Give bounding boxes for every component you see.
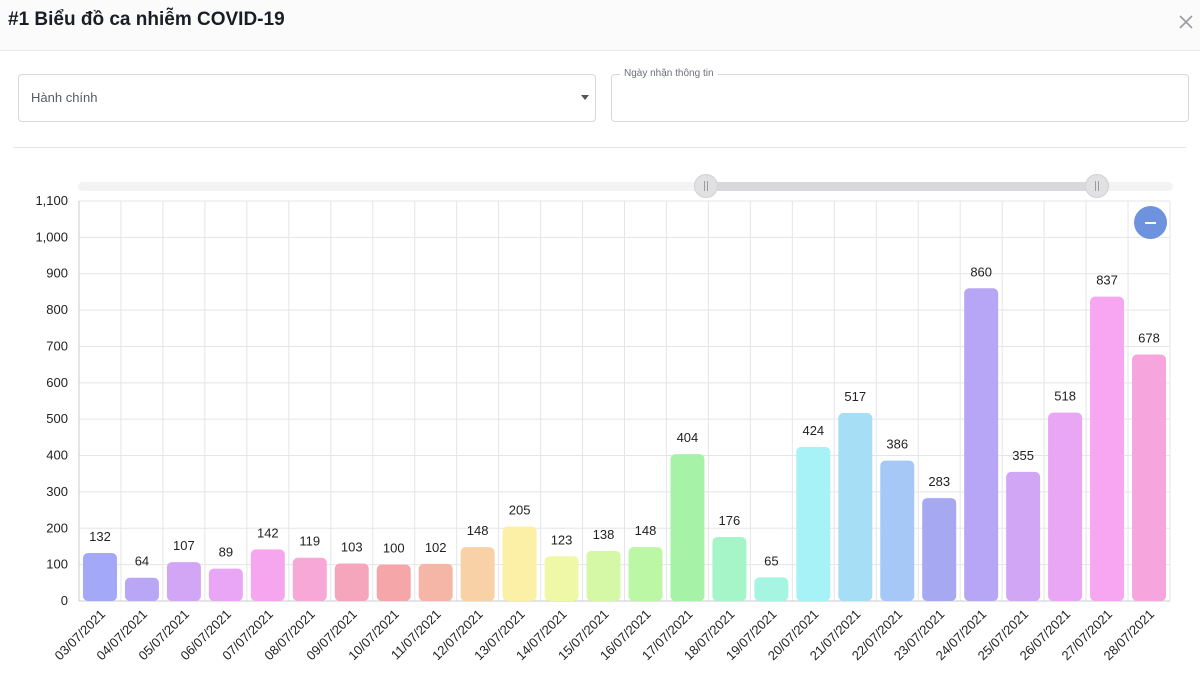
close-icon[interactable] (1176, 12, 1196, 32)
data-label: 103 (341, 540, 363, 555)
data-label: 518 (1054, 389, 1076, 404)
bar[interactable] (250, 549, 285, 601)
data-label: 176 (719, 513, 741, 528)
data-label: 142 (257, 525, 279, 540)
bar[interactable] (670, 454, 705, 601)
range-slider-selection[interactable] (706, 182, 1098, 191)
bar[interactable] (922, 498, 957, 601)
data-label: 89 (219, 545, 233, 560)
range-slider-end-handle[interactable] (1085, 174, 1109, 198)
data-label: 283 (928, 474, 950, 489)
bar[interactable] (544, 556, 579, 601)
data-label: 107 (173, 538, 195, 553)
data-label: 148 (635, 523, 657, 538)
data-label: 355 (1012, 448, 1034, 463)
data-label: 148 (467, 523, 489, 538)
bar[interactable] (754, 577, 789, 601)
y-tick-label: 400 (46, 448, 68, 463)
data-label: 138 (593, 527, 615, 542)
y-tick-label: 700 (46, 338, 68, 353)
bar[interactable] (376, 564, 411, 601)
date-field-label: Ngày nhận thông tin (620, 68, 718, 79)
bar[interactable] (334, 563, 369, 601)
zoom-out-button[interactable] (1134, 206, 1167, 239)
y-tick-label: 300 (46, 484, 68, 499)
range-slider-start-handle[interactable] (694, 174, 718, 198)
bar[interactable] (1006, 471, 1041, 601)
data-label: 837 (1096, 273, 1118, 288)
range-slider-track[interactable] (78, 182, 1173, 191)
bar[interactable] (166, 562, 201, 601)
data-label: 404 (677, 430, 699, 445)
data-label: 678 (1138, 330, 1160, 345)
y-tick-label: 900 (46, 266, 68, 281)
bar[interactable] (838, 413, 873, 601)
y-tick-label: 200 (46, 520, 68, 535)
chart-title: #1 Biểu đồ ca nhiễm COVID-19 (8, 9, 285, 30)
data-label: 860 (970, 264, 992, 279)
modal-header: #1 Biểu đồ ca nhiễm COVID-19 (0, 0, 1200, 51)
y-tick-label: 1,100 (35, 193, 68, 208)
data-label: 132 (89, 529, 111, 544)
y-tick-label: 100 (46, 557, 68, 572)
bar[interactable] (586, 550, 621, 601)
data-label: 424 (802, 423, 824, 438)
y-tick-label: 1,000 (35, 229, 68, 244)
bar[interactable] (502, 526, 537, 601)
bar[interactable] (292, 557, 327, 601)
y-tick-label: 600 (46, 375, 68, 390)
bar[interactable] (1090, 296, 1125, 601)
bar[interactable] (418, 563, 453, 601)
data-label: 100 (383, 541, 405, 556)
divider (13, 147, 1186, 148)
data-label: 119 (299, 534, 320, 549)
bar[interactable] (1132, 354, 1167, 601)
y-tick-label: 0 (61, 593, 68, 608)
bar[interactable] (628, 547, 663, 601)
bar[interactable] (1048, 412, 1083, 601)
data-label: 102 (425, 540, 447, 555)
data-label: 205 (509, 502, 531, 517)
chevron-down-icon[interactable] (581, 95, 589, 100)
date-field[interactable]: Ngày nhận thông tin (611, 68, 1189, 122)
y-tick-label: 800 (46, 302, 68, 317)
region-select[interactable]: Hành chính (18, 74, 596, 122)
bar[interactable] (712, 537, 747, 601)
data-label: 517 (844, 389, 866, 404)
y-tick-label: 500 (46, 411, 68, 426)
data-label: 386 (886, 437, 908, 452)
data-label: 64 (135, 554, 149, 569)
region-select-value: Hành chính (31, 90, 98, 105)
bar[interactable] (82, 553, 117, 601)
bar[interactable] (208, 568, 243, 601)
bar[interactable] (460, 547, 495, 601)
data-label: 65 (764, 553, 778, 568)
bar[interactable] (880, 460, 915, 601)
bar[interactable] (124, 577, 159, 601)
data-label: 123 (551, 532, 573, 547)
bar[interactable] (964, 288, 999, 601)
bar[interactable] (796, 446, 831, 601)
